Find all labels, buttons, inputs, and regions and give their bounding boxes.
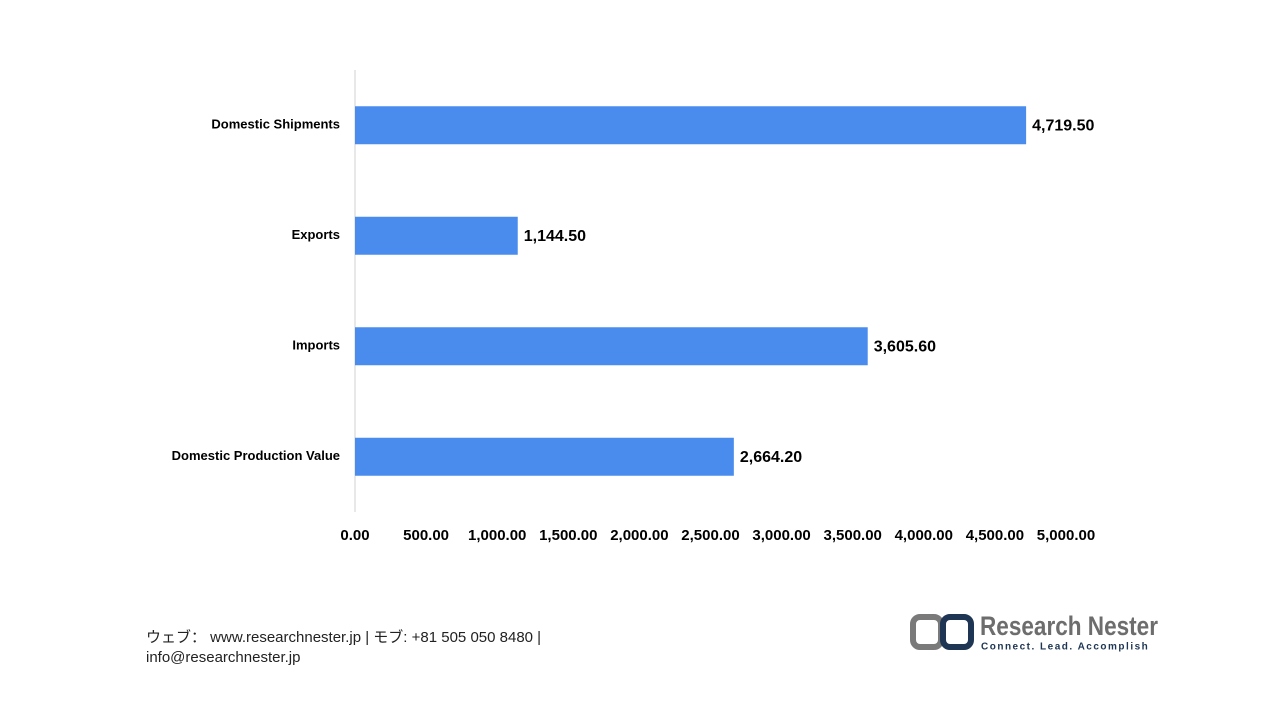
x-tick-label: 4,500.00 (966, 527, 1024, 544)
logo-icon (910, 614, 944, 650)
contact-line: info@researchnester.jp (146, 649, 300, 666)
value-label: 1,144.50 (524, 228, 586, 245)
value-label: 4,719.50 (1032, 117, 1094, 134)
bar (355, 437, 734, 476)
value-label: 3,605.60 (874, 338, 936, 355)
x-tick-label: 2,500.00 (681, 527, 739, 544)
bar (355, 216, 518, 255)
x-tick-label: 5,000.00 (1037, 527, 1095, 544)
x-tick-label: 500.00 (403, 527, 449, 544)
x-tick-label: 3,000.00 (752, 527, 810, 544)
y-tick-label: Domestic Shipments (211, 117, 340, 132)
x-tick-label: 2,000.00 (610, 527, 668, 544)
x-tick-label: 0.00 (340, 527, 369, 544)
y-tick-label: Exports (292, 227, 340, 242)
y-tick-label: Domestic Production Value (172, 448, 340, 463)
x-tick-label: 3,500.00 (824, 527, 882, 544)
x-tick-label: 1,500.00 (539, 527, 597, 544)
logo-tagline: Connect. Lead. Accomplish (981, 642, 1149, 653)
x-tick-label: 1,000.00 (468, 527, 526, 544)
logo-name: Research Nester (980, 611, 1158, 641)
bar (355, 327, 868, 366)
bar (355, 106, 1027, 145)
value-label: 2,664.20 (740, 449, 802, 466)
logo-icon (940, 614, 974, 650)
x-tick-label: 4,000.00 (895, 527, 953, 544)
logo: Research Nester Connect. Lead. Accomplis… (910, 611, 1158, 653)
y-tick-label: Imports (292, 338, 340, 353)
contact-line: ウェブ： www.researchnester.jp | モブ: +81 505… (146, 628, 541, 646)
